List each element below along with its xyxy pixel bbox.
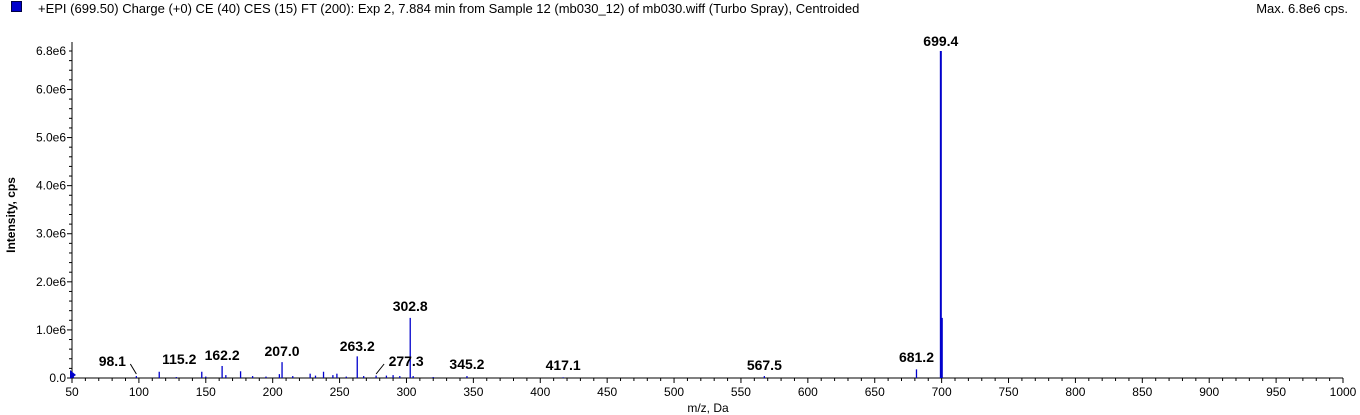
peak-label: 115.2: [162, 351, 196, 367]
y-tick-label: 6.8e6: [36, 44, 66, 58]
axes: 50 100 150 200 250 300 350 400 450 500 550 600 650 70…: [36, 42, 1357, 399]
y-tick-label: 6.0e6: [36, 82, 66, 96]
peak-label: 681.2: [899, 349, 934, 365]
origin-marker: [70, 370, 76, 379]
x-tick-label: 500: [664, 385, 684, 399]
chart-title: +EPI (699.50) Charge (+0) CE (40) CES (1…: [38, 1, 860, 16]
x-tick-label: 450: [597, 385, 617, 399]
x-tick-label: 550: [731, 385, 751, 399]
x-tick-label: 400: [530, 385, 550, 399]
x-tick-label: 50: [65, 385, 79, 399]
y-tick-label: 1.0e6: [36, 323, 66, 337]
max-intensity-label: Max. 6.8e6 cps.: [1256, 1, 1348, 16]
peak-labels: 98.1 115.2 162.2 207.0 263.2 277.3 302.8 345.2 4…: [99, 33, 959, 375]
peak-label: 207.0: [265, 343, 300, 359]
x-tick-label: 150: [196, 385, 216, 399]
y-tick-label: 4.0e6: [36, 179, 66, 193]
peak-label: 277.3: [389, 353, 424, 369]
x-tick-label: 600: [798, 385, 818, 399]
peak-label-leader: [129, 363, 137, 375]
peak-label-leader: [375, 363, 385, 375]
x-tick-label: 950: [1266, 385, 1286, 399]
peak-label: 567.5: [747, 357, 782, 373]
y-axis-title: Intensity, cps: [4, 177, 18, 253]
peak-label: 162.2: [205, 347, 240, 363]
x-tick-label: 900: [1199, 385, 1219, 399]
x-tick-label: 800: [1065, 385, 1085, 399]
x-tick-label: 300: [396, 385, 416, 399]
x-tick-label: 700: [932, 385, 952, 399]
y-tick-label: 0.0: [49, 371, 66, 385]
x-tick-label: 850: [1132, 385, 1152, 399]
x-tick-label: 1000: [1330, 385, 1357, 399]
peak-label: 699.4: [923, 33, 958, 49]
x-tick-label: 250: [330, 385, 350, 399]
x-tick-label: 650: [865, 385, 885, 399]
y-tick-label: 2.0e6: [36, 275, 66, 289]
peak-label: 302.8: [393, 298, 428, 314]
peak-label: 263.2: [340, 338, 375, 354]
legend-swatch: [11, 1, 22, 12]
peak-label: 345.2: [449, 356, 484, 372]
peak-bars: [72, 51, 943, 378]
y-tick-label: 5.0e6: [36, 131, 66, 145]
peak-label: 417.1: [546, 357, 581, 373]
x-axis-title: m/z, Da: [687, 401, 729, 415]
chart-header: +EPI (699.50) Charge (+0) CE (40) CES (1…: [0, 0, 1360, 18]
x-tick-label: 100: [129, 385, 149, 399]
y-tick-label: 3.0e6: [36, 227, 66, 241]
x-tick-label: 750: [999, 385, 1019, 399]
x-tick-label: 200: [263, 385, 283, 399]
peak-label: 98.1: [99, 353, 126, 369]
x-tick-label: 350: [463, 385, 483, 399]
